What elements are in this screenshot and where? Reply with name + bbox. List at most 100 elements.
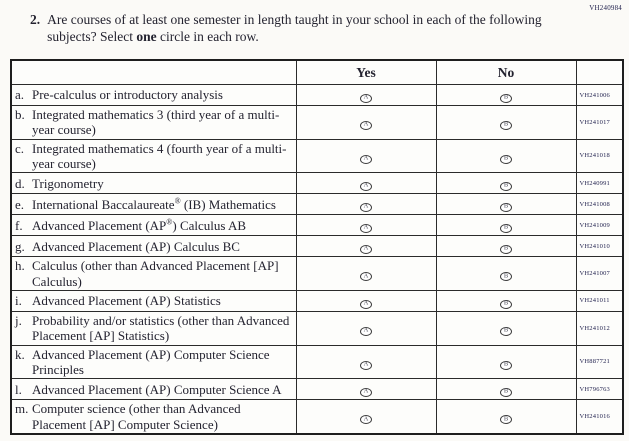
row-code: VH241017 [575, 105, 624, 140]
response-circle-glyph: A [363, 120, 369, 128]
yes-response-circle[interactable]: A [360, 360, 372, 370]
row-code: VH241011 [575, 289, 624, 312]
no-response-circle[interactable]: B [500, 181, 512, 192]
response-circle-glyph: B [503, 326, 509, 334]
row-letter: b. [15, 107, 25, 122]
row-code: VH241006 [575, 84, 624, 106]
course-label: Computer science (other than Advanced Pl… [32, 401, 241, 432]
no-response-circle[interactable]: B [500, 272, 512, 282]
response-circle-glyph: B [503, 154, 509, 162]
response-circle-glyph: A [363, 202, 369, 210]
response-circle-glyph: B [503, 223, 509, 231]
question-text: Are courses of at least one semester in … [47, 12, 567, 46]
row-code: VH241016 [575, 399, 624, 435]
yes-response-circle[interactable]: A [360, 181, 372, 192]
no-response-circle[interactable]: B [500, 154, 512, 164]
no-response-circle[interactable]: B [500, 326, 512, 337]
no-response-circle[interactable]: B [500, 202, 512, 213]
table-row: k. Advanced Placement (AP) Computer Scie… [10, 344, 624, 380]
response-circle-glyph: A [363, 299, 369, 307]
no-response-circle[interactable]: B [500, 223, 512, 234]
course-label: Probability and/or statistics (other tha… [32, 312, 290, 344]
course-label: Advanced Placement (AP) Computer Science… [32, 346, 270, 377]
table-row: a. Pre-calculus or introductory analysis… [10, 84, 624, 106]
course-label: Integrated mathematics 4 (fourth year of… [32, 140, 287, 171]
row-letter: f. [15, 217, 23, 233]
course-label: Pre-calculus or introductory analysis [32, 87, 223, 103]
row-code: VH887721 [575, 344, 624, 380]
row-code: VH241008 [575, 193, 624, 216]
response-circle-glyph: A [363, 154, 369, 162]
no-response-circle[interactable]: B [500, 360, 512, 370]
response-circle-glyph: B [503, 181, 509, 189]
row-letter: j. [15, 312, 22, 328]
yes-response-circle[interactable]: A [360, 388, 372, 398]
table-row: l. Advanced Placement (AP) Computer Scie… [10, 378, 624, 401]
no-response-circle[interactable]: B [500, 245, 512, 255]
response-circle-glyph: B [503, 299, 509, 307]
row-code: VH241010 [575, 235, 624, 258]
course-label: Advanced Placement (AP®) Calculus AB [32, 217, 247, 233]
row-code: VH796763 [575, 378, 624, 401]
no-response-circle[interactable]: B [500, 121, 512, 131]
table-row: m. Computer science (other than Advanced… [10, 399, 624, 435]
yes-response-circle[interactable]: A [360, 120, 372, 131]
code-column-header [575, 59, 624, 85]
question-text-part1: Are courses of at least one semester in … [47, 12, 542, 44]
yes-response-circle[interactable]: A [360, 327, 372, 337]
yes-response-circle[interactable]: A [360, 93, 372, 103]
row-letter: e. [15, 196, 25, 212]
no-response-circle[interactable]: B [500, 387, 512, 398]
row-letter: m. [15, 401, 29, 417]
course-label: Advanced Placement (AP) Calculus BC [32, 238, 240, 254]
course-label: International Baccalaureate® (IB) Mathem… [32, 196, 276, 212]
yes-response-circle[interactable]: A [360, 415, 372, 425]
course-label: Advanced Placement (AP) Computer Science… [32, 381, 282, 397]
table-row: i. Advanced Placement (AP) Statistics A … [10, 289, 624, 312]
response-circle-glyph: B [503, 202, 509, 210]
no-response-circle[interactable]: B [500, 299, 512, 309]
row-code: VH241018 [575, 138, 624, 174]
course-label: Trigonometry [32, 175, 104, 191]
course-label: Calculus (other than Advanced Placement … [32, 258, 279, 289]
course-column-header [10, 59, 297, 85]
response-circle-glyph: A [363, 181, 369, 189]
no-response-circle[interactable]: B [500, 93, 512, 103]
row-code: VH241007 [575, 256, 624, 291]
table-row: h. Calculus (other than Advanced Placeme… [10, 256, 624, 291]
course-label: Integrated mathematics 3 (third year of … [32, 107, 280, 138]
response-circle-glyph: B [503, 387, 509, 395]
row-letter: a. [15, 87, 25, 103]
table-row: e. International Baccalaureate® (IB) Mat… [10, 193, 624, 216]
row-code: VH241012 [575, 310, 624, 346]
row-letter: l. [15, 381, 22, 397]
table-row: j. Probability and/or statistics (other … [10, 310, 624, 346]
course-label: Advanced Placement (AP) Statistics [32, 293, 221, 309]
table-row: b. Integrated mathematics 3 (third year … [10, 105, 624, 140]
yes-response-circle[interactable]: A [360, 272, 372, 282]
yes-response-circle[interactable]: A [360, 223, 372, 234]
response-circle-glyph: A [363, 223, 369, 231]
response-circle-glyph: B [503, 272, 509, 280]
yes-response-circle[interactable]: A [360, 244, 372, 255]
question-text-part2: circle in each row. [156, 28, 259, 44]
question-number: 2. [30, 12, 41, 27]
yes-response-circle[interactable]: A [360, 202, 372, 213]
response-circle-glyph: A [363, 244, 369, 252]
yes-response-circle[interactable]: A [360, 154, 372, 164]
table-row: f. Advanced Placement (AP®) Calculus AB … [10, 214, 624, 237]
row-letter: k. [15, 346, 25, 362]
header-row: Yes No [10, 59, 624, 85]
no-response-circle[interactable]: B [500, 415, 512, 425]
response-circle-glyph: A [363, 415, 369, 423]
row-letter: i. [15, 293, 22, 309]
response-circle-glyph: A [363, 360, 369, 368]
response-circle-glyph: A [363, 272, 369, 280]
form-code: VH240984 [589, 4, 622, 12]
response-circle-glyph: B [503, 93, 509, 101]
yes-response-circle[interactable]: A [360, 299, 372, 309]
table-row: c. Integrated mathematics 4 (fourth year… [10, 138, 624, 174]
row-letter: h. [15, 258, 25, 274]
row-code: VH240991 [575, 172, 624, 195]
courses-table: Yes No a. Pre-calculus or introductory a… [10, 59, 624, 435]
